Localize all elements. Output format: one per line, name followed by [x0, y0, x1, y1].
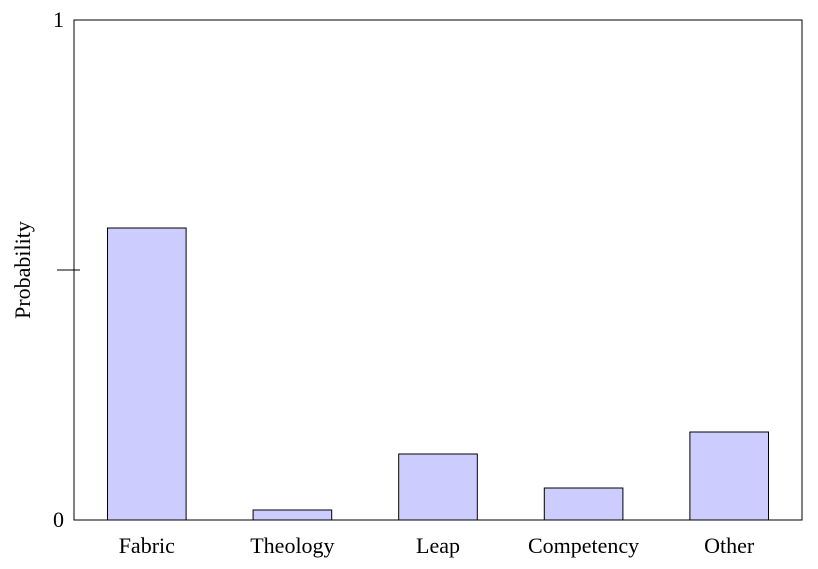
- x-tick-label: Leap: [416, 533, 460, 558]
- y-tick-label: 0: [53, 507, 64, 532]
- bar: [398, 453, 478, 521]
- bar: [106, 227, 187, 521]
- bar: [252, 509, 333, 521]
- x-tick-label: Fabric: [119, 533, 175, 558]
- bar: [689, 431, 770, 521]
- y-tick-label: 1: [53, 7, 64, 32]
- x-tick-label: Other: [704, 533, 755, 558]
- x-tick-label: Theology: [250, 533, 334, 558]
- y-axis-label: Probability: [10, 221, 35, 319]
- x-tick-label: Competency: [528, 533, 639, 558]
- bar: [543, 487, 624, 521]
